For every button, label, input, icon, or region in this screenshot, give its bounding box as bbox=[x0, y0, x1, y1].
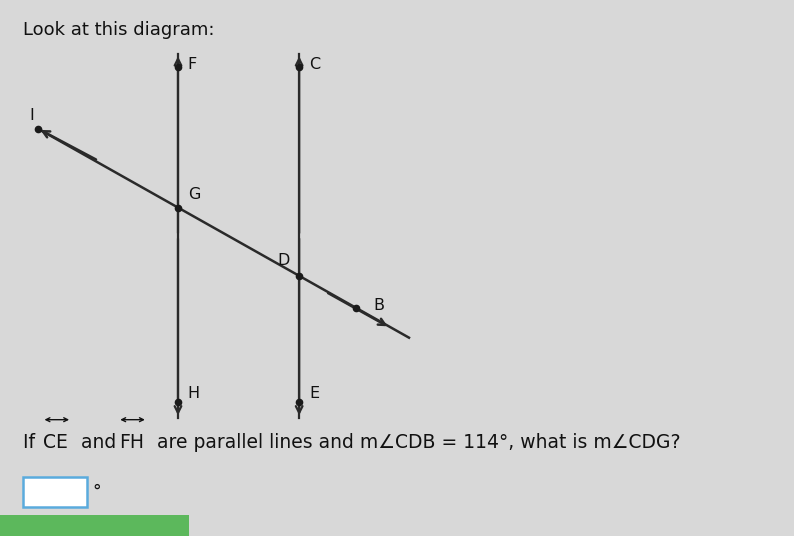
FancyBboxPatch shape bbox=[0, 515, 189, 536]
Text: H: H bbox=[188, 386, 200, 401]
Text: E: E bbox=[309, 386, 319, 401]
Text: If: If bbox=[23, 433, 40, 452]
Text: are parallel lines and m∠CDB = 114°, what is m∠CDG?: are parallel lines and m∠CDB = 114°, wha… bbox=[151, 433, 680, 452]
Text: °: ° bbox=[92, 482, 101, 501]
Text: G: G bbox=[188, 187, 200, 202]
Text: D: D bbox=[277, 253, 289, 268]
Text: F: F bbox=[188, 57, 197, 72]
Text: CE: CE bbox=[43, 433, 68, 452]
Text: C: C bbox=[309, 57, 320, 72]
Text: FH: FH bbox=[119, 433, 144, 452]
FancyBboxPatch shape bbox=[23, 477, 87, 507]
Text: and: and bbox=[75, 433, 122, 452]
Text: I: I bbox=[29, 108, 34, 123]
Text: Look at this diagram:: Look at this diagram: bbox=[23, 21, 214, 40]
Text: B: B bbox=[373, 297, 384, 312]
